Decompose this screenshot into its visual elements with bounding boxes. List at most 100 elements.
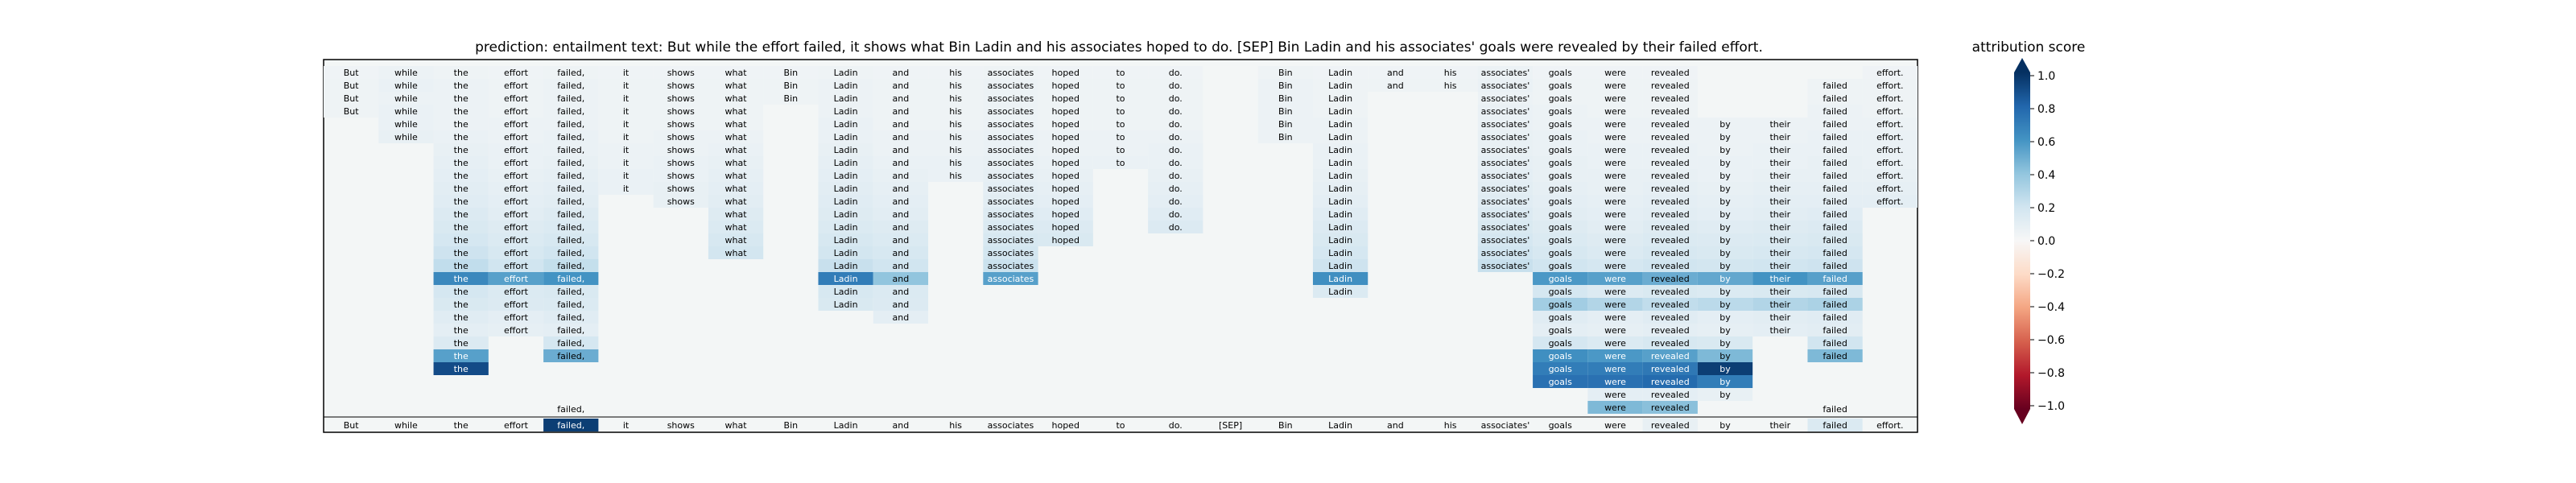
heatmap-cell [543,285,599,298]
heatmap-cell-label: hoped [1052,80,1080,91]
heatmap-cell-label: Ladin [834,299,858,310]
heatmap-cell-label: associates [988,68,1034,78]
heatmap-cell-label: revealed [1651,119,1690,130]
heatmap-cell-label: shows [667,145,695,155]
heatmap-cell-label: his [949,158,962,168]
heatmap-cell [1257,130,1313,143]
heatmap-cell [1477,105,1534,118]
heatmap-cell-label: the [454,222,469,233]
token-label: failed [1823,420,1847,431]
heatmap-cell [873,182,929,195]
heatmap-cell-label: it [623,145,630,155]
heatmap-cell-label: associates [988,248,1034,258]
heatmap-cell [1697,272,1753,285]
heatmap-cell [598,143,654,156]
heatmap-cell-label: associates' [1481,261,1530,271]
heatmap-cell-label: associates' [1481,196,1530,207]
heatmap-cell [598,156,654,169]
heatmap-cell [1257,105,1313,118]
heatmap-cell-label: what [725,184,748,194]
heatmap-cell [1752,221,1808,233]
heatmap-cell [1533,195,1588,208]
heatmap-cell-label: goals [1549,171,1573,181]
heatmap-cell-label: by [1719,235,1731,246]
heatmap-cell [543,324,599,336]
heatmap-cell [1533,130,1588,143]
heatmap-cell-label: failed [1823,404,1847,415]
heatmap-cell [1038,233,1093,246]
heatmap-cell-label: effort [504,196,529,207]
heatmap-cell [1807,285,1863,298]
heatmap-cell-label: failed [1823,299,1847,310]
heatmap-cell [433,66,489,79]
heatmap-cell-label: hoped [1052,158,1080,168]
heatmap-cell-label: revealed [1651,158,1690,168]
heatmap-cell-label: it [623,119,630,130]
heatmap-cell-label: associates [988,106,1034,117]
heatmap-cell [818,66,873,79]
heatmap-cell-label: revealed [1651,274,1690,284]
heatmap-cell [1312,195,1368,208]
heatmap-cell [873,272,929,285]
heatmap-cell-label: failed, [557,299,584,310]
heatmap-cell-label: Bin [1278,93,1293,104]
heatmap-cell-label: failed [1823,171,1847,181]
heatmap-cell [1807,336,1863,349]
heatmap-cell [1642,324,1698,336]
heatmap-cell [1533,233,1588,246]
heatmap-cell [818,259,873,272]
heatmap-cell-label: failed [1823,274,1847,284]
heatmap-cell [1038,195,1093,208]
heatmap-cell-label: goals [1549,325,1573,336]
heatmap-cell [708,221,764,233]
heatmap-cell [433,246,489,259]
heatmap-cell-label: were [1604,145,1626,155]
heatmap-cell-label: Bin [1278,106,1293,117]
heatmap-cell [1807,221,1863,233]
heatmap-cell-label: it [623,93,630,104]
heatmap-cell-label: their [1769,299,1790,310]
heatmap-cell-label: hoped [1052,209,1080,220]
heatmap-cell [873,259,929,272]
heatmap-cell [433,92,489,105]
heatmap-cell [983,169,1038,182]
heatmap-cell [818,298,873,311]
heatmap-cell-label: by [1719,119,1731,130]
heatmap-cell [488,324,544,336]
heatmap-cell [708,105,764,118]
heatmap-cell [1752,195,1808,208]
heatmap-cell [708,143,764,156]
heatmap-cell [1697,311,1753,324]
heatmap-cell [1642,105,1698,118]
colorbar-tick-label: 0.4 [2037,169,2055,182]
heatmap-cell-label: what [725,68,748,78]
heatmap-cell-label: and [893,158,910,168]
heatmap-cell [708,195,764,208]
heatmap-cell-label: revealed [1651,377,1690,387]
heatmap-cell-label: effort [504,119,529,130]
heatmap-cell [708,66,764,79]
heatmap-cell [1422,79,1478,92]
heatmap-cell-label: effort. [1876,93,1903,104]
heatmap-cell-label: Ladin [1328,171,1352,181]
heatmap-cell [873,66,929,79]
heatmap-cell-label: Ladin [834,171,858,181]
heatmap-cell [1312,143,1368,156]
heatmap-cell-label: failed, [557,338,584,349]
heatmap-cell [873,311,929,324]
heatmap-cell [818,143,873,156]
heatmap-cell-label: his [949,106,962,117]
heatmap-cell [488,92,544,105]
heatmap-cell [433,311,489,324]
token-label: goals [1549,420,1573,431]
heatmap-cell [543,233,599,246]
heatmap-cell-label: revealed [1651,184,1690,194]
heatmap-cell-label: goals [1549,222,1573,233]
heatmap-cell [983,221,1038,233]
heatmap-cell [1092,118,1149,130]
heatmap-cell-label: by [1719,196,1731,207]
heatmap-cell-label: the [454,158,469,168]
heatmap-cell [928,130,984,143]
heatmap-cells: But while the effort failed, it shows what Bin La… [324,66,1918,415]
heatmap-cell-label: Bin [1278,68,1293,78]
